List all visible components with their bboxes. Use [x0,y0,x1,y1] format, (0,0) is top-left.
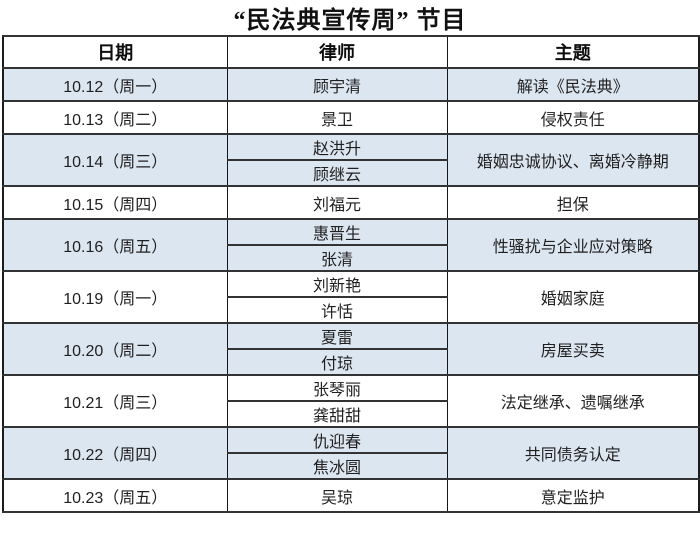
lawyer-cell: 景卫 [226,100,448,135]
table-row: 龚甜甜 [3,400,699,428]
header-topic: 主题 [446,35,700,69]
table-row: 焦冰圆 [3,452,699,480]
date-cell: 10.15（周四） [2,185,228,220]
topic-cell: 性骚扰与企业应对策略 [446,218,700,272]
date-cell: 10.20（周二） [2,322,228,376]
lawyer-cell: 张琴丽 [226,374,448,402]
table-row: 10.23（周五） 吴琼 意定监护 [2,478,700,513]
topic-cell: 担保 [446,185,700,220]
topic-cell: 意定监护 [446,478,700,513]
lawyer-cell: 张清 [226,244,448,272]
topic-cell: 侵权责任 [446,100,700,135]
lawyer-cell: 刘新艳 [226,270,448,298]
table-row: 10.19（周一） 刘新艳 婚姻家庭 [2,270,700,324]
date-cell: 10.21（周三） [2,374,228,428]
table-row: 10.20（周二） 夏雷 房屋买卖 [2,322,700,376]
date-cell: 10.19（周一） [2,270,228,324]
date-cell: 10.16（周五） [2,218,228,272]
header-lawyer: 律师 [226,35,448,69]
table-row: 张清 [3,244,699,272]
table-row: 顾继云 [3,159,699,187]
date-cell: 10.13（周二） [2,100,228,135]
table-row: 10.13（周二） 景卫 侵权责任 [2,100,700,135]
date-cell: 10.14（周三） [2,133,228,187]
lawyer-cell: 赵洪升 [226,133,448,161]
lawyer-cell: 龚甜甜 [226,400,448,428]
topic-cell: 房屋买卖 [446,322,700,376]
table-row: 10.22（周四） 仇迎春 共同债务认定 [2,426,700,480]
topic-cell: 法定继承、遗嘱继承 [446,374,700,428]
lawyer-cell: 仇迎春 [226,426,448,454]
table-row: 付琼 [3,348,699,376]
lawyer-cell: 许恬 [226,296,448,324]
schedule-table: 日期 律师 主题 10.12（周一） 顾宇清 解读《民法典》 10.13（周二）… [2,35,700,513]
table-row: 10.12（周一） 顾宇清 解读《民法典》 [2,67,700,102]
lawyer-cell: 惠晋生 [226,218,448,246]
header-date: 日期 [2,35,228,69]
table-row: 许恬 [3,296,699,324]
lawyer-cell: 焦冰圆 [226,452,448,480]
table-row: 10.21（周三） 张琴丽 法定继承、遗嘱继承 [2,374,700,428]
table-row: 10.16（周五） 惠晋生 性骚扰与企业应对策略 [2,218,700,272]
table-row: 10.15（周四） 刘福元 担保 [2,185,700,220]
page-title: “民法典宣传周” 节目 [233,8,467,34]
date-cell: 10.12（周一） [2,67,228,102]
lawyer-cell: 刘福元 [226,185,448,220]
topic-cell: 共同债务认定 [446,426,700,480]
table-row: 10.14（周三） 赵洪升 婚姻忠诚协议、离婚冷静期 [2,133,700,187]
header-row: 日期 律师 主题 [2,35,700,69]
topic-cell: 婚姻忠诚协议、离婚冷静期 [446,133,700,187]
lawyer-cell: 付琼 [226,348,448,376]
topic-cell: 解读《民法典》 [446,67,700,102]
lawyer-cell: 顾宇清 [226,67,448,102]
date-cell: 10.22（周四） [2,426,228,480]
lawyer-cell: 顾继云 [226,159,448,187]
date-cell: 10.23（周五） [2,478,228,513]
lawyer-cell: 夏雷 [226,322,448,350]
lawyer-cell: 吴琼 [226,478,448,513]
topic-cell: 婚姻家庭 [446,270,700,324]
